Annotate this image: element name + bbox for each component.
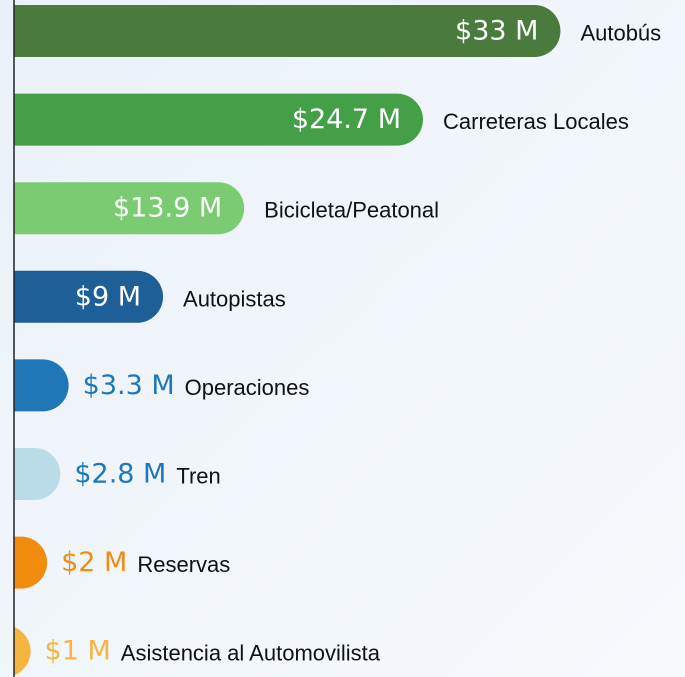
category-label: Autopistas	[183, 286, 286, 311]
bar	[14, 448, 61, 500]
value-label: $9 M	[75, 281, 141, 312]
value-label: $3.3 M	[83, 370, 175, 401]
bar	[14, 5, 561, 57]
bar	[14, 359, 69, 412]
bar	[14, 626, 31, 676]
bar	[14, 93, 423, 146]
bars	[14, 5, 561, 676]
category-label: Reservas	[137, 552, 230, 577]
category-label: Bicicleta/Peatonal	[264, 198, 439, 223]
bar	[14, 182, 245, 235]
category-label: Tren	[176, 464, 220, 489]
category-label: Asistencia al Automovilista	[121, 641, 381, 666]
value-label: $33 M	[455, 16, 538, 47]
category-label: Autobús	[580, 21, 661, 46]
bar	[14, 270, 164, 323]
value-label: $2 M	[61, 547, 127, 578]
value-label: $2.8 M	[74, 459, 166, 490]
value-label: $24.7 M	[292, 104, 401, 135]
value-label: $13.9 M	[113, 193, 222, 224]
value-label: $1 M	[45, 636, 111, 667]
bar	[14, 536, 48, 589]
category-label: Carreteras Locales	[443, 109, 629, 134]
category-label: Operaciones	[185, 375, 310, 400]
